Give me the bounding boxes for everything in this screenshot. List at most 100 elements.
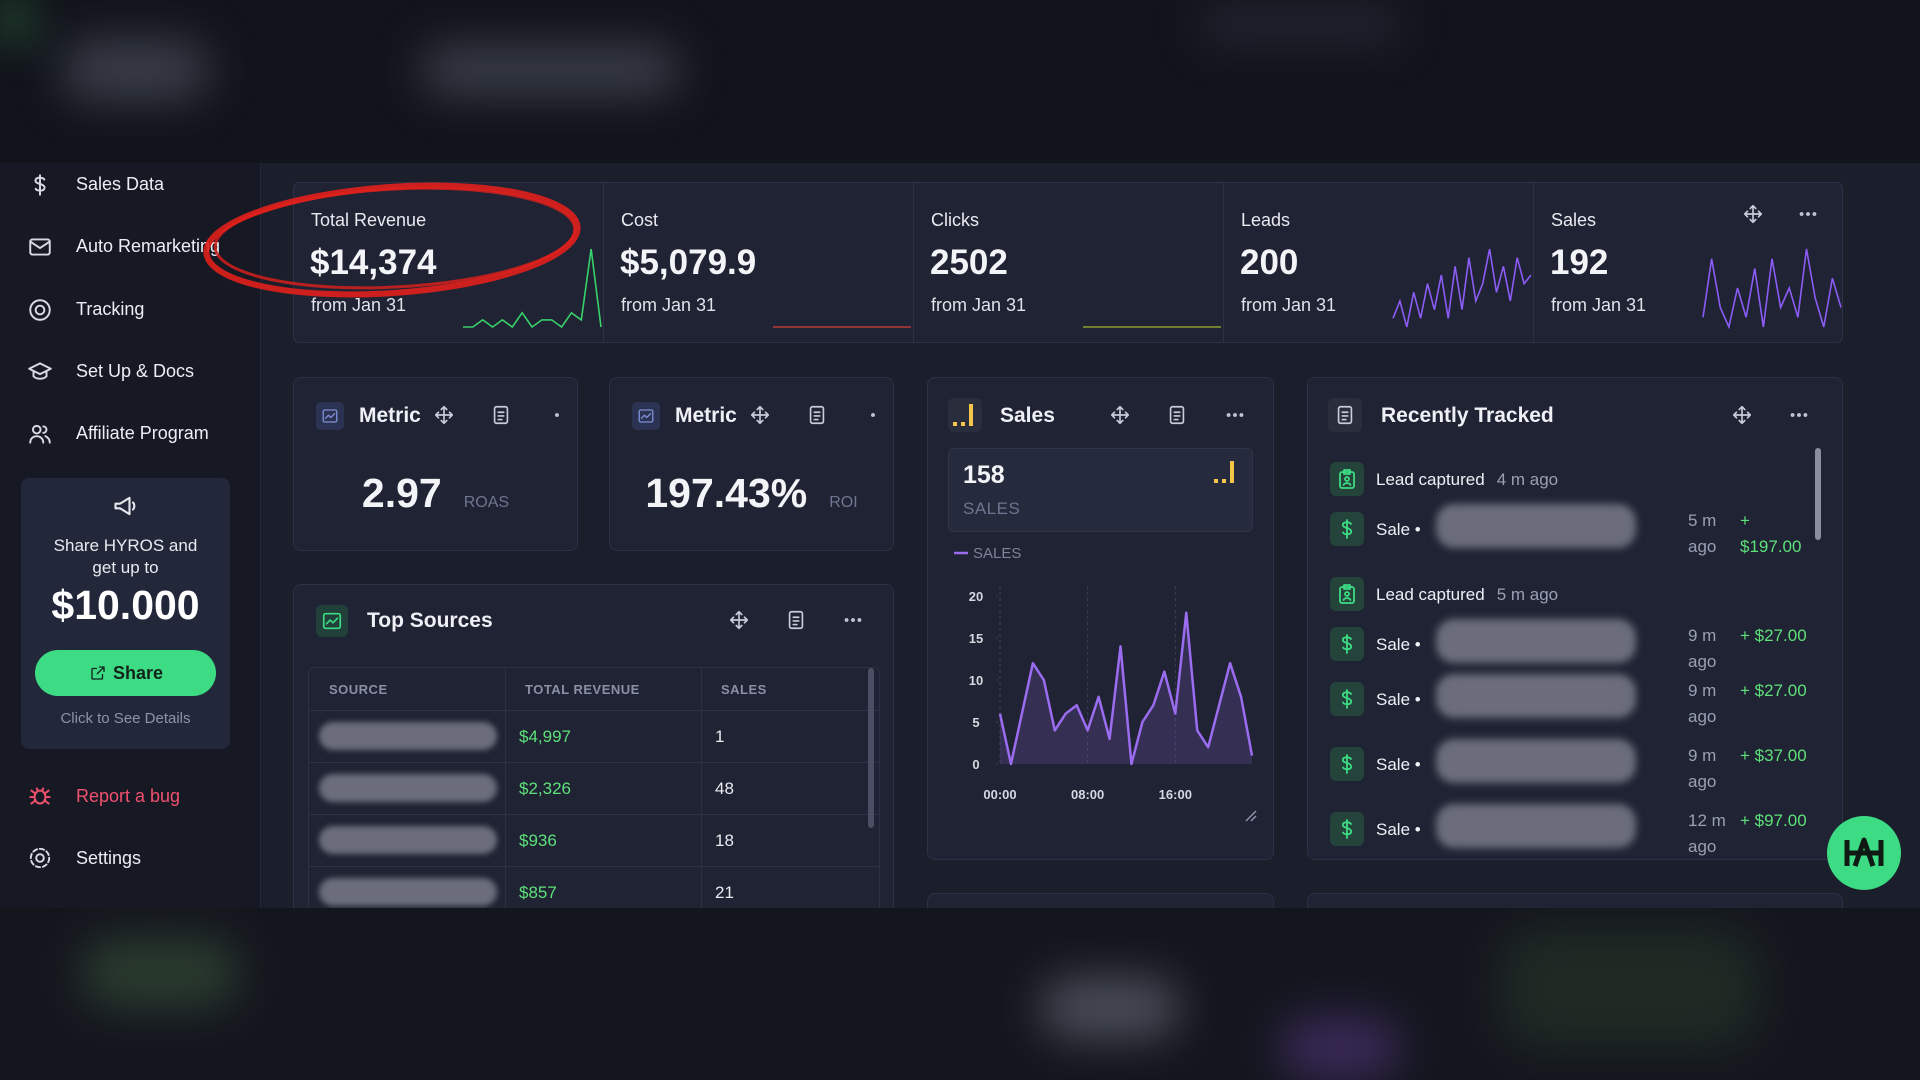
share-button[interactable]: Share: [35, 650, 216, 696]
icon-shape: [1230, 461, 1234, 483]
share-amount: $10.000: [51, 582, 200, 628]
icon-shape: [1803, 413, 1808, 417]
share-link[interactable]: Click to See Details: [60, 710, 191, 727]
move-icon[interactable]: [1109, 404, 1131, 426]
icon-shape: [35, 853, 45, 863]
icon-shape: [857, 618, 862, 622]
column-divider: [505, 668, 506, 943]
kpi-label: Cost: [621, 210, 659, 230]
metric-icon-box: [316, 402, 344, 430]
recent-item: Lead captured 5 m ago: [1308, 573, 1808, 635]
kpi-note: from Jan 31: [621, 295, 717, 315]
move-icon[interactable]: [1742, 203, 1764, 225]
blur-blob: [1200, 10, 1400, 40]
nav-item[interactable]: Auto Remarketing: [0, 228, 259, 264]
item-amount: + $37.00: [1740, 746, 1807, 765]
dots-icon[interactable]: [842, 609, 864, 631]
item-amount: + $27.00: [1740, 681, 1807, 700]
icon-shape: [871, 413, 875, 417]
dot-icon[interactable]: [862, 404, 884, 426]
nav-item[interactable]: Affiliate Program: [0, 415, 259, 451]
recent-item: Lead captured 4 m ago: [1308, 458, 1808, 520]
blurred-customer: [1436, 804, 1636, 848]
item-icon-box: [1330, 577, 1364, 611]
icon-shape: [29, 299, 51, 321]
icon-shape: [31, 424, 42, 435]
doc-icon[interactable]: [490, 404, 512, 426]
area: [1000, 612, 1252, 764]
dot-icon[interactable]: [546, 404, 568, 426]
icon-shape: [809, 405, 825, 425]
item-time: 9 m ago: [1688, 681, 1717, 726]
dots-icon[interactable]: [1224, 404, 1246, 426]
nav-item[interactable]: Set Up & Docs: [0, 353, 259, 389]
move-icon[interactable]: [433, 404, 455, 426]
source-revenue: $2,326: [519, 779, 571, 798]
table-header: SALES: [721, 682, 767, 697]
icon-shape: [813, 411, 821, 421]
blur-blob: [80, 938, 240, 1008]
resize-handle: [1245, 810, 1257, 822]
item-icon-box: [1330, 812, 1364, 846]
recent-item: Sale • 12 m ago + $97.00: [1308, 804, 1808, 858]
icon-shape: [1341, 411, 1349, 421]
item-kind: Sale •: [1376, 635, 1421, 654]
item-time: 12 m ago: [1688, 811, 1726, 856]
dots-icon[interactable]: [1797, 203, 1819, 225]
share-box: Share HYROS and get up to $10.000 Share Cli…: [21, 478, 230, 749]
dots-icon[interactable]: [1788, 404, 1810, 426]
y-tick-label: 20: [969, 589, 983, 604]
icon-shape: [29, 238, 51, 256]
move-icon[interactable]: [1731, 404, 1753, 426]
nav-item[interactable]: Sales Data: [0, 166, 259, 202]
settings[interactable]: Settings: [0, 840, 259, 876]
settings-label: Settings: [76, 848, 142, 868]
chat-logo[interactable]: [1827, 816, 1901, 890]
blur-blob: [0, 0, 30, 40]
item-text: Lead captured 5 m ago: [1376, 585, 1558, 605]
bars-icon: [1214, 461, 1234, 483]
icon-shape: [1790, 413, 1795, 417]
item-kind: Sale •: [1376, 690, 1421, 709]
kpi-label: Sales: [1551, 210, 1597, 230]
move-icon[interactable]: [749, 404, 771, 426]
target-icon: [29, 299, 51, 321]
chart-icon: [322, 409, 338, 423]
y-tick-label: 15: [969, 631, 983, 646]
kpi-strip: Total Revenue $14,374 from Jan 31 Cost $5,07…: [293, 182, 1843, 343]
item-time: 5 m ago: [1496, 585, 1559, 604]
source-sales: 48: [715, 779, 734, 798]
icon-shape: [29, 240, 51, 250]
move-icon[interactable]: [728, 609, 750, 631]
chart-icon: [638, 409, 654, 423]
source-blur: [319, 722, 497, 750]
doc-icon[interactable]: [806, 404, 828, 426]
sparkline-line: [463, 248, 602, 329]
top-sources-title: Top Sources: [367, 609, 493, 632]
blurred-footer: [0, 908, 1920, 1080]
dollar-icon: [1341, 819, 1353, 839]
icon-shape: [42, 425, 51, 444]
report-bug[interactable]: Report a bug: [0, 778, 259, 814]
icon-shape: [844, 618, 849, 622]
sales-title: Sales: [1000, 404, 1055, 427]
metric-title: Metric: [359, 404, 421, 427]
kpi-card: Sales 192 from Jan 31: [1534, 183, 1842, 342]
kpi-label: Clicks: [931, 210, 979, 230]
blurred-customer: [1436, 674, 1636, 718]
top-sources-card: Top Sources SOURCE TOTAL REVENUE SALES $4,99…: [293, 584, 894, 944]
nav-item[interactable]: Tracking: [0, 291, 259, 327]
source-blur: [319, 878, 497, 906]
users-icon: [29, 424, 51, 444]
table-header: TOTAL REVENUE: [525, 682, 640, 697]
icon-shape: [322, 409, 338, 423]
badge-icon: [1339, 584, 1355, 604]
doc-icon[interactable]: [1166, 404, 1188, 426]
mega-icon: [114, 496, 136, 516]
metric-unit: ROAS: [463, 494, 510, 511]
doc-icon[interactable]: [785, 609, 807, 631]
item-kind: Sale •: [1376, 755, 1421, 774]
icon-shape: [29, 847, 51, 869]
scrollbar: [1815, 448, 1821, 540]
